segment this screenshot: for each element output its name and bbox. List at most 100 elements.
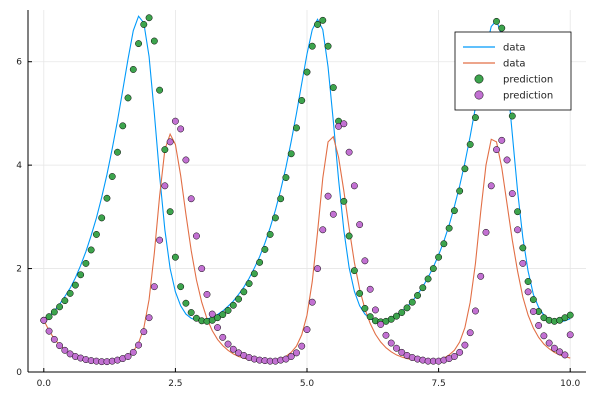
point-2-70	[408, 298, 416, 306]
point-3-0	[40, 316, 48, 324]
point-3-35	[224, 340, 232, 348]
point-3-99	[561, 351, 569, 359]
y-tick-label-1: 2	[16, 265, 22, 275]
point-3-82	[472, 307, 479, 315]
point-2-14	[114, 148, 121, 156]
point-3-16	[124, 353, 132, 360]
point-3-90	[514, 226, 522, 234]
point-2-48	[293, 124, 300, 132]
point-3-60	[356, 221, 364, 229]
point-3-55	[329, 210, 337, 218]
point-3-59	[350, 182, 358, 190]
x-tick-label-0: 0.0	[37, 379, 52, 389]
point-3-89	[508, 190, 516, 198]
point-2-25	[171, 253, 179, 261]
point-3-17	[129, 348, 137, 356]
point-2-50	[303, 68, 311, 76]
point-2-21	[150, 37, 158, 45]
point-2-86	[493, 17, 500, 25]
point-3-24	[166, 138, 174, 146]
point-3-20	[145, 314, 153, 322]
legend-swatch-3	[474, 90, 484, 100]
point-2-34	[219, 311, 227, 319]
point-3-68	[398, 348, 406, 356]
point-2-59	[350, 267, 358, 275]
x-tick-label-2: 5.0	[300, 379, 315, 389]
point-2-51	[308, 42, 316, 50]
axes: 0.0 2.5 5.0 7.5 10.0 0 2 4 6	[16, 10, 586, 389]
point-2-93	[529, 296, 537, 304]
point-2-19	[140, 21, 148, 28]
point-2-74	[429, 265, 437, 273]
point-3-100	[566, 331, 574, 339]
point-2-38	[240, 288, 248, 296]
point-3-22	[156, 236, 164, 244]
legend: data data prediction prediction	[454, 31, 572, 111]
point-2-9	[87, 246, 95, 254]
point-3-98	[556, 348, 564, 356]
point-2-89	[508, 112, 516, 120]
point-3-49	[298, 342, 306, 350]
point-3-83	[477, 272, 485, 280]
point-2-26	[177, 283, 185, 291]
point-2-13	[108, 173, 116, 180]
point-2-78	[450, 207, 458, 215]
legend-swatch-2	[474, 74, 484, 84]
point-2-39	[245, 280, 253, 288]
point-2-35	[224, 307, 232, 314]
point-2-37	[235, 295, 243, 303]
point-3-85	[487, 182, 495, 190]
point-2-49	[298, 97, 306, 104]
x-tick-label-1: 2.5	[168, 379, 182, 389]
point-3-51	[308, 298, 316, 306]
point-2-57	[340, 197, 348, 205]
point-3-81	[466, 329, 474, 337]
point-3-52	[314, 265, 321, 273]
x-tick-label-3: 7.5	[431, 379, 445, 389]
point-2-36	[229, 301, 237, 309]
point-2-91	[519, 244, 527, 252]
point-3-57	[340, 120, 348, 128]
point-3-91	[519, 259, 527, 267]
legend-label-3: prediction	[503, 91, 553, 102]
point-2-3	[56, 303, 64, 311]
point-3-18	[135, 341, 143, 349]
point-2-79	[456, 187, 464, 195]
point-3-1	[45, 327, 53, 335]
point-2-47	[287, 150, 295, 158]
legend-label-2: prediction	[503, 75, 553, 86]
point-2-44	[271, 214, 279, 222]
point-2-87	[498, 24, 506, 32]
point-3-66	[387, 339, 395, 347]
y-tick-label-2: 4	[16, 161, 22, 171]
point-3-65	[382, 331, 390, 339]
point-3-2	[50, 335, 58, 343]
point-3-36	[229, 345, 237, 353]
point-2-54	[324, 42, 332, 50]
point-3-54	[324, 192, 332, 200]
point-2-52	[314, 21, 321, 28]
point-2-100	[566, 311, 574, 319]
point-3-97	[550, 344, 558, 352]
point-3-50	[303, 326, 311, 334]
x-tick-label-4: 10.0	[560, 379, 580, 389]
point-2-28	[187, 309, 195, 316]
point-2-69	[403, 304, 411, 312]
point-3-95	[540, 332, 548, 340]
point-2-68	[398, 309, 406, 316]
point-2-81	[466, 141, 474, 148]
point-3-86	[493, 146, 500, 154]
point-2-42	[261, 245, 269, 253]
point-2-4	[61, 297, 69, 305]
point-2-2	[50, 308, 58, 316]
point-2-67	[393, 312, 400, 320]
point-3-19	[140, 328, 148, 336]
point-2-22	[156, 86, 164, 94]
point-2-92	[524, 278, 532, 285]
point-2-60	[356, 289, 364, 297]
point-2-18	[135, 40, 143, 48]
point-2-24	[166, 208, 174, 216]
point-3-94	[535, 322, 543, 329]
point-3-62	[366, 285, 374, 293]
series-scatter-3	[40, 117, 574, 366]
